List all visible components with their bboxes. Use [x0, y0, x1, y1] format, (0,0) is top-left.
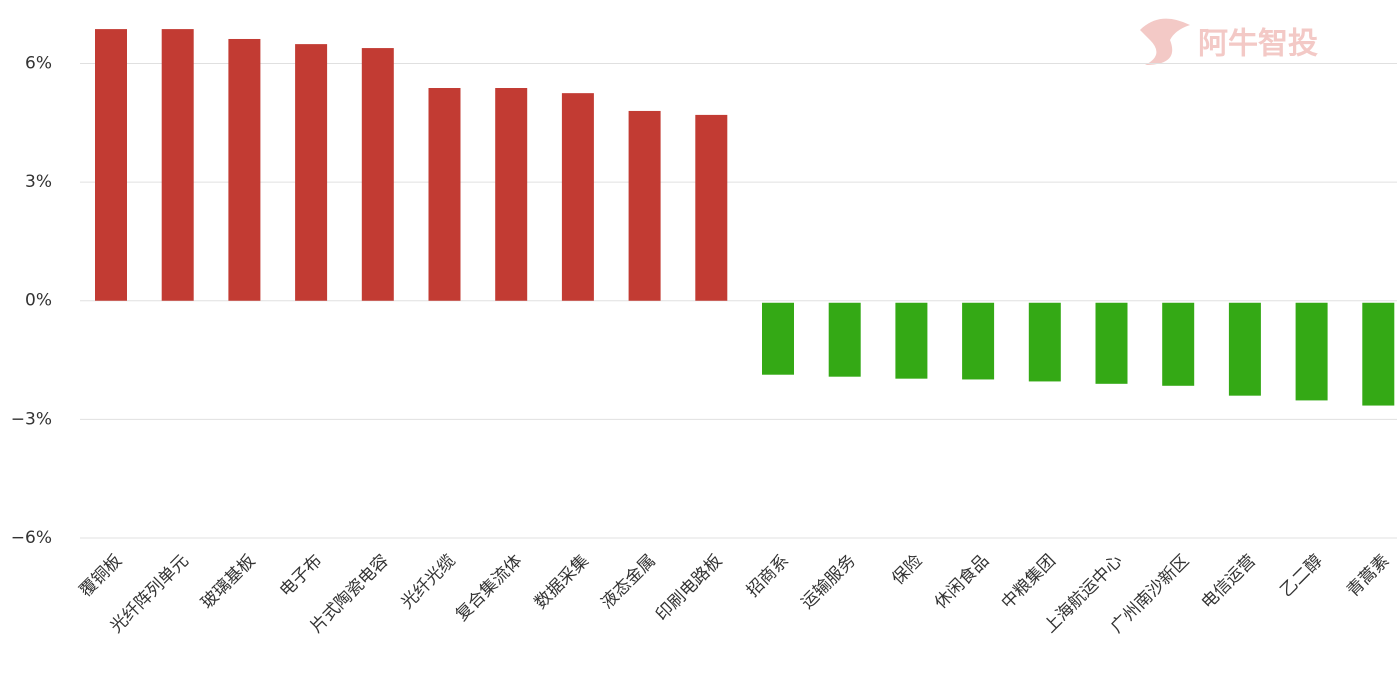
bar	[561, 93, 594, 301]
bar	[1295, 302, 1328, 401]
x-tick-label: 印刷电路板	[652, 551, 726, 625]
bar	[295, 44, 328, 301]
x-tick-label: 光纤光缆	[397, 551, 459, 613]
x-tick-label: 乙二醇	[1276, 551, 1326, 601]
x-tick-label: 电子布	[276, 551, 326, 601]
y-tick-label: −6%	[11, 528, 52, 548]
x-tick-label: 保险	[888, 551, 926, 589]
bar	[1028, 302, 1061, 382]
x-tick-label: 运输服务	[798, 551, 860, 613]
bar	[695, 114, 728, 301]
bar	[762, 302, 794, 375]
x-tick-label: 玻璃基板	[197, 551, 259, 613]
bar	[1362, 302, 1395, 406]
x-tick-label: 电信运营	[1198, 551, 1260, 613]
x-tick-label: 数据采集	[531, 551, 593, 613]
bar	[228, 38, 261, 301]
bar	[828, 302, 861, 377]
x-tick-label: 青蒿素	[1343, 551, 1393, 601]
watermark-logo: 阿牛智投	[1140, 18, 1318, 66]
y-tick-label: 6%	[25, 53, 52, 73]
bar	[161, 29, 194, 301]
x-tick-label: 休闲食品	[931, 551, 993, 613]
x-tick-label: 液态金属	[597, 551, 659, 613]
y-tick-label: 3%	[25, 172, 52, 192]
bar	[628, 110, 661, 301]
bar	[361, 48, 394, 301]
bar	[428, 88, 461, 301]
x-tick-label: 复合集流体	[452, 551, 526, 625]
x-tick-label: 覆铜板	[76, 551, 126, 601]
y-tick-label: 0%	[25, 291, 52, 311]
bar	[962, 302, 995, 380]
bar	[1162, 302, 1195, 386]
bar	[1095, 302, 1128, 384]
bar	[895, 302, 928, 379]
y-tick-label: −3%	[11, 409, 52, 429]
watermark: 阿牛智投	[1198, 27, 1318, 62]
x-tick-label: 中粮集团	[998, 551, 1060, 613]
x-tick-label: 招商系	[743, 551, 793, 601]
bar	[95, 29, 127, 301]
bar	[1228, 302, 1261, 396]
bar	[495, 88, 528, 301]
